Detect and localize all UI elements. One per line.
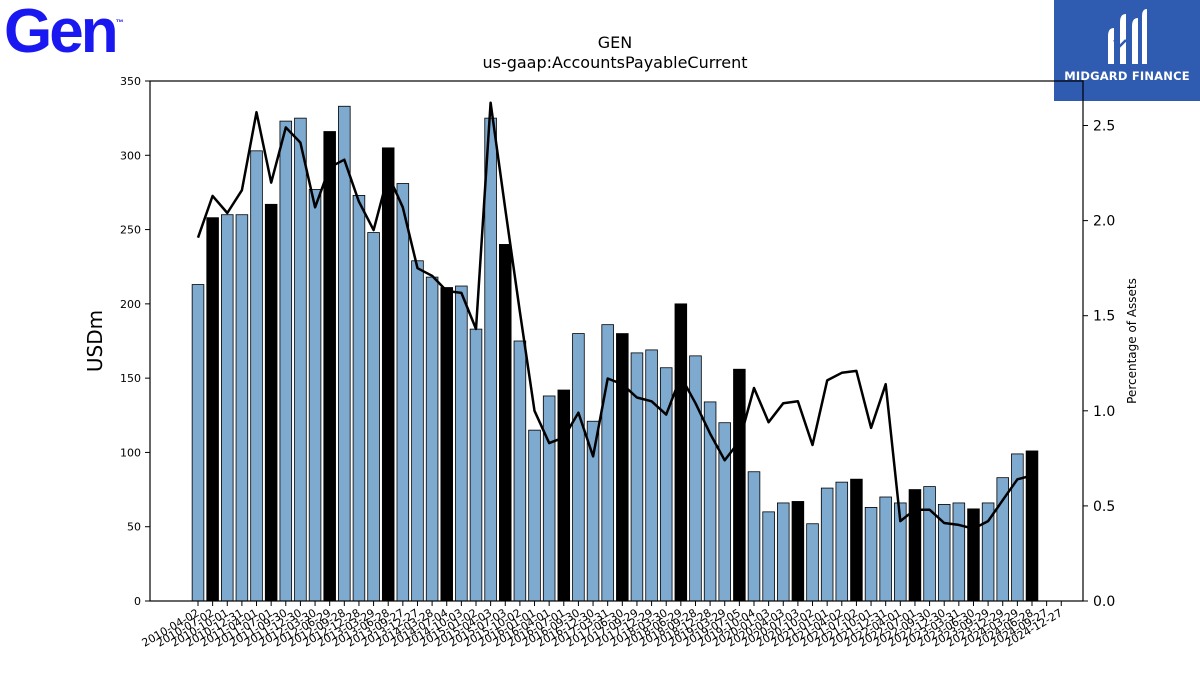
bar-2011-12-30: [294, 117, 307, 602]
bar-2012-12-28: [352, 194, 366, 602]
bar-2011-04-01: [250, 150, 263, 602]
bar-2017-09-29: [630, 352, 644, 602]
bar-2023-06-30: [967, 508, 980, 602]
bar-2021-07-02: [850, 478, 863, 602]
y-tick-label-200: 200: [120, 298, 141, 311]
bar-2015-04-03: [484, 117, 497, 602]
bar-2015-07-03: [499, 244, 512, 602]
bar-2013-09-27: [396, 183, 410, 602]
bar-2015-10-02: [513, 340, 527, 602]
y-tick-label-300: 300: [120, 149, 141, 162]
bar-2023-09-29: [981, 502, 995, 602]
midgard-finance-logo: MIDGARD FINANCE: [1054, 0, 1200, 101]
bar-2013-06-28: [381, 147, 395, 602]
y-tick-label-50: 50: [127, 521, 141, 534]
bar-2014-10-03: [455, 285, 468, 602]
bar-2014-03-28: [425, 276, 439, 602]
y-tick-label-250: 250: [120, 224, 141, 237]
y-tick-label-0: 0: [134, 595, 141, 608]
bar-2012-09-28: [338, 105, 351, 602]
bar-2010-07-02: [206, 217, 219, 602]
bar-2020-01-03: [762, 511, 775, 602]
y2-tick-label-0: 0.0: [1093, 594, 1115, 610]
bar-2016-01-01: [528, 429, 541, 602]
bar-2021-04-02: [835, 481, 849, 602]
bar-2010-12-31: [235, 214, 249, 602]
bar-2017-06-30: [616, 333, 629, 602]
midgard-emblem-icon: [1108, 9, 1147, 64]
pct-of-assets-line: [196, 101, 1033, 530]
bar-2017-03-31: [601, 324, 614, 602]
bar-2020-07-03: [791, 501, 805, 602]
bar-2010-10-01: [221, 214, 234, 602]
bar-2018-06-29: [674, 303, 688, 602]
bar-2023-03-31: [952, 502, 966, 602]
chart-title: GEN: [598, 33, 632, 52]
y2-tick-label-1.5: 1.5: [1093, 309, 1115, 325]
bar-2020-10-02: [806, 523, 819, 602]
bar-2019-07-05: [733, 368, 746, 602]
bar-2017-12-29: [645, 349, 658, 602]
y2-tick-label-1: 1.0: [1093, 404, 1115, 420]
bar-2024-03-29: [1011, 453, 1024, 602]
y2-axis-label: Percentage of Assets: [1125, 278, 1139, 404]
bar-2018-09-28: [689, 355, 702, 602]
bar-series: [191, 105, 1039, 602]
bar-2012-06-29: [323, 131, 336, 602]
gen-logo: Gen™: [4, 0, 124, 66]
bar-2021-10-01: [864, 506, 878, 602]
y2-tick-label-2.5: 2.5: [1093, 119, 1115, 135]
bar-2013-12-27: [411, 260, 424, 602]
axes: 0501001502002503003500.00.51.01.52.02.52…: [120, 75, 1115, 650]
bar-2016-04-01: [542, 395, 556, 602]
bar-2016-07-01: [557, 389, 571, 602]
bar-2024-06-28: [1025, 450, 1039, 602]
bar-2016-09-30: [572, 333, 585, 602]
percentage-line-series: [196, 101, 1033, 530]
y-tick-label-350: 350: [120, 75, 141, 88]
bar-2019-10-04: [747, 471, 761, 602]
bar-2019-03-29: [718, 422, 731, 602]
bar-2020-04-03: [777, 502, 790, 602]
y2-tick-label-2: 2.0: [1093, 214, 1115, 230]
y-tick-label-150: 150: [120, 372, 141, 385]
bar-2012-03-30: [308, 189, 322, 602]
bar-2021-12-31: [879, 496, 892, 602]
bar-2022-07-01: [908, 489, 922, 602]
y-axis-label: USDm: [83, 310, 107, 372]
bar-2014-07-04: [440, 287, 453, 602]
bar-2022-09-30: [923, 486, 936, 602]
plot-frame: [149, 80, 1084, 602]
bar-2021-01-01: [820, 487, 834, 602]
midgard-finance-wordmark: MIDGARD FINANCE: [1064, 69, 1190, 83]
bar-2015-01-02: [469, 328, 483, 602]
bar-2016-12-30: [586, 420, 600, 602]
bar-2010-04-02: [191, 284, 205, 602]
chart-subtitle: us-gaap:AccountsPayableCurrent: [482, 53, 747, 72]
bar-2013-03-29: [367, 232, 380, 602]
bar-2011-07-01: [264, 203, 278, 602]
y2-tick-label-0.5: 0.5: [1093, 499, 1115, 515]
bar-2011-09-30: [279, 120, 293, 602]
y-tick-label-100: 100: [120, 446, 141, 459]
